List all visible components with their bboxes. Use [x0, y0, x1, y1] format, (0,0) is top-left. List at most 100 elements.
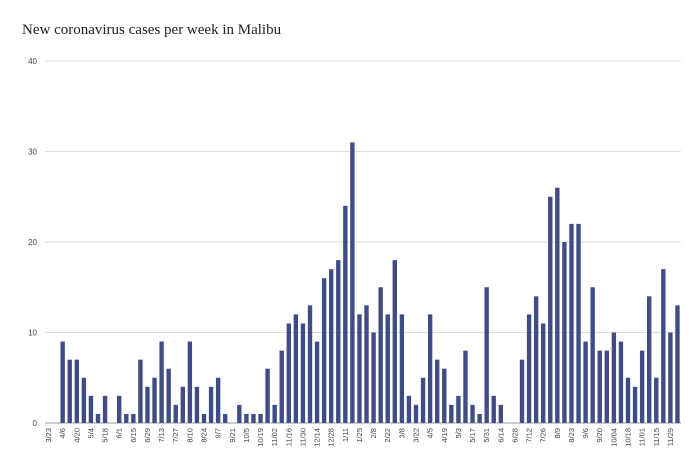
bar-1-18: [350, 142, 355, 423]
bar-6-7: [491, 395, 496, 423]
x-tick-label: 11/02: [270, 428, 279, 446]
bar-10-25: [632, 386, 638, 423]
bar-7-5: [519, 359, 525, 423]
x-tick-label: 9/6: [581, 428, 590, 438]
bar-5-24: [477, 413, 482, 423]
bar-10-11: [618, 341, 624, 423]
bar-11-16: [286, 323, 291, 423]
bar-4-20: [74, 359, 79, 423]
x-tick-label: 8/9: [553, 428, 562, 438]
bar-5-4: [88, 395, 94, 423]
bar-9-13: [590, 287, 595, 423]
x-tick-label: 11/30: [298, 428, 307, 446]
bar-3-29: [420, 377, 426, 423]
x-tick-label: 4/19: [440, 428, 449, 443]
bar-6-29: [145, 386, 150, 423]
bar-8-2: [548, 196, 553, 423]
bar-11-02: [272, 404, 277, 423]
x-tick-label: 6/29: [143, 428, 152, 443]
y-axis-tick-labels: 0 10 20 30 40: [28, 57, 37, 428]
bar-5-17: [470, 404, 475, 423]
x-tick-label: 3/8: [397, 428, 406, 438]
bar-4-6: [60, 341, 65, 423]
gridlines: [45, 60, 681, 424]
bar-8-17: [194, 386, 200, 423]
bar-2-22: [385, 314, 390, 423]
x-tick-label: 10/04: [609, 428, 618, 447]
bar-6-8: [124, 413, 129, 423]
bar-9-7: [215, 377, 221, 423]
x-tick-label: 4/6: [58, 428, 67, 438]
x-tick-label: 2/8: [369, 428, 378, 438]
bar-5-3: [456, 395, 461, 423]
bar-8-9: [555, 187, 560, 423]
x-tick-label: 5/17: [468, 428, 477, 443]
bar-11-09: [279, 350, 284, 423]
bar-3-8: [399, 314, 405, 423]
x-tick-label: 4/5: [426, 428, 435, 438]
x-tick-label: 6/28: [510, 428, 519, 443]
bar-7-12: [526, 314, 532, 423]
bar-2-8: [371, 332, 376, 423]
bar-7-19: [533, 296, 539, 423]
x-tick-label: 11/29: [666, 428, 675, 446]
bar-3-1: [392, 260, 397, 423]
bar-8-24: [201, 413, 207, 423]
bar-10-26: [265, 368, 270, 423]
bar-8-31: [208, 386, 214, 423]
bar-6-14: [498, 404, 503, 423]
bar-11-01: [639, 350, 645, 423]
bar-10-18: [625, 377, 631, 423]
x-tick-label: 6/15: [129, 428, 138, 443]
x-tick-label: 5/3: [454, 428, 463, 438]
x-tick-label: 11/01: [638, 428, 647, 446]
bar-1-25: [357, 314, 362, 423]
bar-5-11: [95, 413, 101, 423]
x-tick-label: 12/28: [327, 428, 336, 447]
x-tick-label: 9/21: [228, 428, 237, 443]
x-tick-label: 7/27: [171, 428, 180, 443]
bar-7-27: [173, 404, 178, 423]
bars: [60, 142, 680, 423]
bar-4-12: [435, 359, 440, 423]
bar-4-13: [67, 359, 72, 423]
bar-5-31: [484, 287, 489, 423]
x-tick-label: 11/15: [652, 428, 661, 446]
x-tick-label: 5/31: [482, 428, 491, 443]
y-tick-label: 40: [28, 57, 37, 66]
bar-4-19: [442, 368, 447, 423]
x-tick-label: 5/18: [101, 428, 110, 443]
bar-9-28: [237, 404, 242, 423]
bar-8-3: [180, 386, 185, 423]
bar-11-08: [647, 296, 652, 423]
y-tick-label: 30: [28, 148, 37, 157]
bar-4-5: [427, 314, 433, 423]
x-tick-label: 4/20: [72, 428, 81, 443]
chart-title: New coronavirus cases per week in Malibu: [22, 22, 282, 38]
bar-12-21: [321, 278, 327, 423]
x-tick-label: 10/18: [624, 428, 633, 447]
x-axis-tick-labels: 3/23 4/6 4/20 5/4 5/18 6/1 6/15 6/29 7/13 7/27 8/1…: [44, 428, 675, 447]
x-tick-label: 8/10: [185, 428, 194, 443]
x-tick-label: 3/22: [412, 428, 421, 443]
bar-5-18: [102, 395, 108, 423]
x-tick-label: 12/14: [313, 428, 322, 447]
bar-8-16: [562, 242, 567, 423]
bar-12-6: [675, 305, 680, 423]
bar-7-6: [152, 377, 157, 423]
x-tick-label: 6/1: [115, 428, 124, 438]
bar-8-30: [576, 223, 581, 423]
x-tick-label: 5/4: [86, 428, 95, 438]
x-tick-label: 9/7: [214, 428, 223, 438]
x-tick-label: 8/24: [200, 428, 209, 443]
bar-11-23: [293, 314, 299, 423]
bar-11-30: [300, 323, 306, 423]
bar-10-04: [611, 332, 617, 423]
bar-6-15: [131, 413, 136, 423]
bar-9-14: [223, 413, 228, 423]
x-tick-label: 11/16: [284, 428, 293, 446]
x-tick-label: 10/19: [256, 428, 265, 447]
x-tick-label: 3/23: [44, 428, 53, 443]
x-tick-label: 2/22: [383, 428, 392, 443]
